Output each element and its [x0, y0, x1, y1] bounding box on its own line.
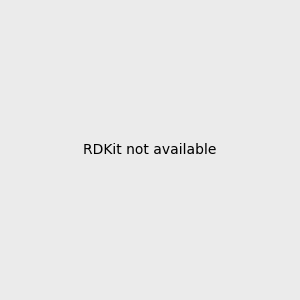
Text: RDKit not available: RDKit not available	[83, 143, 217, 157]
